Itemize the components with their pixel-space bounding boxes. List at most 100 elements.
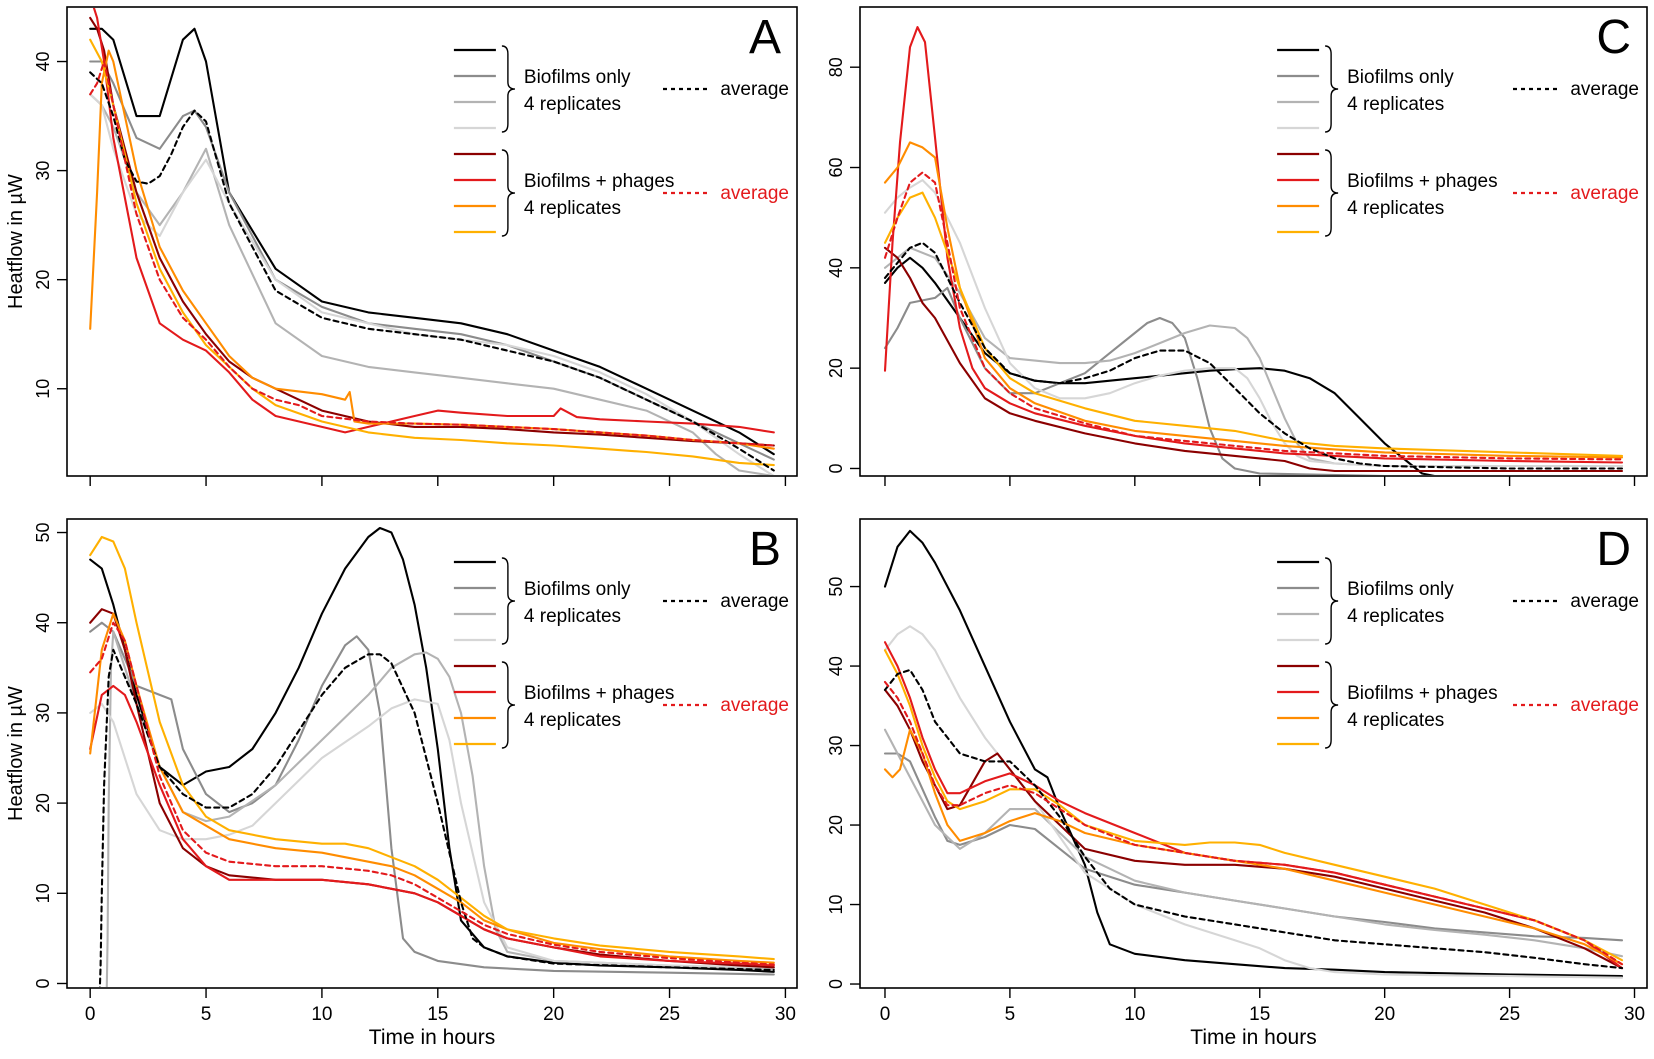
series-line-D-avg_ctrl-1	[883, 668, 1624, 970]
series-line-C-avg_ctrl-1	[883, 241, 1624, 470]
series-line-A-avg_ctrl-1	[89, 71, 775, 472]
series-line-D-ctrl-4	[883, 625, 1624, 979]
x-tick-label-B-0: 0	[85, 1004, 96, 1025]
legend-brace-phage	[501, 149, 515, 237]
legend-brace-ctrl	[1325, 557, 1339, 645]
panel-letter-C: C	[1596, 11, 1631, 64]
x-tick-label-B-10: 10	[311, 1004, 332, 1025]
legend-label-phage: Biofilms + phages	[1347, 683, 1498, 704]
legend-label-ctrl: Biofilms only	[524, 579, 631, 600]
y-tick-label-D-0: 0	[826, 979, 846, 989]
series-line-B-avg_ctrl-1	[98, 648, 775, 987]
y-tick-label-B-30: 30	[33, 703, 53, 723]
legend-average-label-phage: average	[1570, 695, 1639, 716]
panel-A-series	[89, 8, 775, 475]
series-line-B-phage-2	[89, 684, 775, 967]
panel-letter-A: A	[749, 11, 781, 64]
x-tick-label-B-5: 5	[201, 1004, 212, 1025]
y-axis-title-A: Heatflow in µW	[5, 174, 27, 309]
panel-D: 0 10 20 30 40 50 0 5 10 15 20 25 30 D Time in hours Bio…	[826, 518, 1648, 1049]
x-tick-label-D-0: 0	[880, 1004, 891, 1025]
y-tick-label-A-30: 30	[33, 161, 53, 181]
y-tick-label-B-20: 20	[33, 793, 53, 813]
legend-average-label-phage: average	[720, 695, 789, 716]
y-tick-label-B-40: 40	[33, 613, 53, 633]
y-tick-label-D-10: 10	[826, 895, 846, 915]
legend-group-phage: Biofilms + phages 4 replicates average	[453, 661, 789, 749]
y-tick-label-B-10: 10	[33, 883, 53, 903]
panel-B-series	[89, 526, 775, 987]
y-tick-label-B-0: 0	[33, 978, 53, 988]
series-line-A-ctrl-1	[89, 27, 775, 456]
legend-replicates-phage: 4 replicates	[524, 710, 621, 731]
y-tick-label-C-0: 0	[826, 463, 846, 473]
panel-B: 0 10 20 30 40 50 0 5 10 15 20 25 30 B Heatflow in µW Ti…	[5, 518, 798, 1049]
y-tick-label-D-50: 50	[826, 577, 846, 597]
x-tick-label-D-5: 5	[1005, 1004, 1016, 1025]
y-tick-label-C-40: 40	[826, 258, 846, 278]
legend-replicates-phage: 4 replicates	[1347, 710, 1444, 731]
x-tick-label-B-30: 30	[775, 1004, 796, 1025]
legend-average-label-ctrl: average	[1570, 591, 1639, 612]
legend-label-ctrl: Biofilms only	[524, 67, 631, 88]
legend-brace-phage	[501, 661, 515, 749]
series-line-A-phage-4	[89, 38, 775, 467]
legend-average-label-ctrl: average	[720, 79, 789, 100]
x-axis-title-D: Time in hours	[1190, 1026, 1316, 1049]
legend-replicates-ctrl: 4 replicates	[524, 94, 621, 115]
panel-C: 0 20 40 60 80 C Biofilms only 4 replicates avera…	[826, 6, 1648, 486]
legend-label-phage: Biofilms + phages	[524, 683, 675, 704]
series-line-B-avg_phage-1	[89, 621, 775, 966]
series-line-C-avg_phage-1	[883, 171, 1624, 461]
x-tick-label-D-25: 25	[1499, 1004, 1520, 1025]
legend-average-label-ctrl: average	[720, 591, 789, 612]
x-tick-label-D-15: 15	[1249, 1004, 1270, 1025]
x-tick-label-D-10: 10	[1124, 1004, 1145, 1025]
series-line-D-avg_phage-1	[883, 680, 1624, 966]
panel-letter-B: B	[749, 523, 781, 576]
x-tick-label-D-30: 30	[1624, 1004, 1645, 1025]
legend-label-phage: Biofilms + phages	[1347, 171, 1498, 192]
series-line-C-ctrl-2	[883, 286, 1623, 475]
series-line-B-ctrl-2	[89, 621, 775, 976]
y-tick-label-D-40: 40	[826, 656, 846, 676]
legend-brace-phage	[1325, 149, 1339, 237]
legend-group-ctrl: Biofilms only 4 replicates average	[1277, 45, 1639, 133]
y-tick-label-C-80: 80	[826, 57, 846, 77]
legend-group-phage: Biofilms + phages 4 replicates average	[1277, 149, 1639, 237]
legend-brace-ctrl	[1325, 45, 1339, 133]
plot-frame-B	[66, 518, 798, 989]
series-line-A-ctrl-3	[89, 93, 775, 475]
y-tick-label-B-50: 50	[33, 523, 53, 543]
series-line-B-phage-4	[89, 535, 775, 961]
x-tick-label-B-15: 15	[427, 1004, 448, 1025]
legend-group-ctrl: Biofilms only 4 replicates average	[1277, 557, 1639, 645]
series-line-C-phage-1	[883, 246, 1624, 473]
x-axis-title-B: Time in hours	[369, 1026, 495, 1049]
legend-replicates-phage: 4 replicates	[1347, 198, 1444, 219]
legend-average-label-ctrl: average	[1570, 79, 1639, 100]
y-tick-label-C-20: 20	[826, 358, 846, 378]
x-tick-label-B-20: 20	[543, 1004, 564, 1025]
y-axis-title-B: Heatflow in µW	[5, 686, 27, 821]
legend-replicates-ctrl: 4 replicates	[1347, 606, 1444, 627]
series-line-C-phage-2	[883, 26, 1624, 464]
legend-brace-ctrl	[501, 557, 515, 645]
x-tick-label-D-20: 20	[1374, 1004, 1395, 1025]
y-tick-label-A-20: 20	[33, 270, 53, 290]
plot-frame-A	[66, 6, 798, 477]
y-tick-label-A-10: 10	[33, 379, 53, 399]
panel-letter-D: D	[1596, 523, 1631, 576]
series-line-D-ctrl-3	[883, 728, 1624, 958]
legend-group-phage: Biofilms + phages 4 replicates average	[453, 149, 789, 237]
series-line-A-ctrl-4	[89, 93, 775, 475]
x-tick-label-B-25: 25	[659, 1004, 680, 1025]
legend-label-ctrl: Biofilms only	[1347, 579, 1454, 600]
series-line-C-phage-4	[883, 191, 1624, 457]
plot-frame-C	[859, 6, 1648, 477]
legend-replicates-ctrl: 4 replicates	[1347, 94, 1444, 115]
y-tick-label-A-40: 40	[33, 52, 53, 72]
legend-group-phage: Biofilms + phages 4 replicates average	[1277, 661, 1639, 749]
legend-replicates-phage: 4 replicates	[524, 198, 621, 219]
